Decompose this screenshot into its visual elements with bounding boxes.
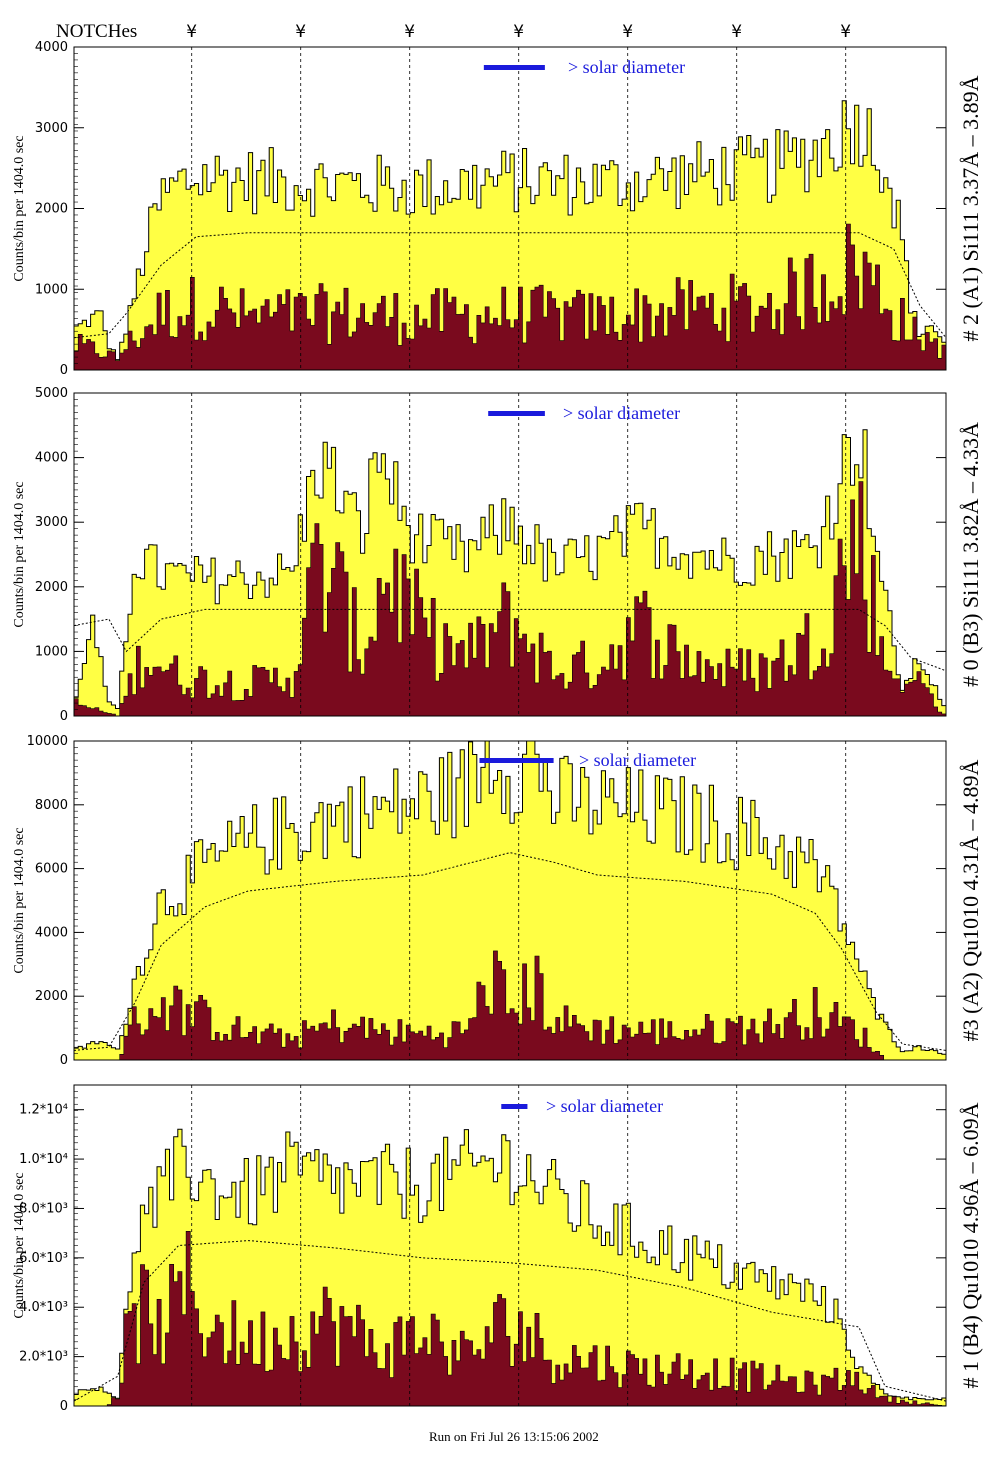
panel-side-label: #3 (A2) Qu1010 4.31Å – 4.89Å: [958, 760, 983, 1042]
solar-diameter-label: > solar diameter: [568, 57, 685, 77]
background-histogram: [74, 1231, 947, 1407]
notches-label: NOTCHes: [56, 21, 137, 42]
panel-3: 0 2.0*10³ 4.0*10³ 6.0*10³ 8.0*10³ 1.0*10⁴ 1.2*…: [12, 1084, 983, 1414]
ytick-label: 3000: [35, 121, 68, 136]
ytick-label: 6000: [35, 862, 68, 877]
panel-side-label: # 0 (B3) Si111 3.82Å – 4.33Å: [958, 422, 983, 687]
notch-yen-0: ¥: [186, 22, 197, 42]
ytick-label: 4000: [35, 451, 68, 466]
notch-markers: ¥ ¥ ¥ ¥ ¥ ¥ ¥: [186, 22, 851, 42]
model-curve: [73, 852, 947, 1051]
solar-diameter-bar: [483, 65, 545, 70]
ytick-label: 1000: [35, 644, 68, 659]
notch-yen-2: ¥: [404, 22, 415, 42]
solar-diameter-bar: [479, 758, 554, 763]
panel-1: 0 1000 2000 3000 4000 5000 Counts/bin per 1404…: [12, 386, 983, 724]
panel-0: 0 1000 2000 3000 4000 Counts/bin per 1404.0 s…: [12, 40, 983, 378]
total-histogram: [73, 740, 947, 1061]
ytick-label: 4000: [35, 40, 68, 55]
y-axis-label: Counts/bin per 1404.0 sec: [12, 135, 27, 281]
solar-diameter-bar: [488, 411, 545, 416]
ytick-label: 2000: [35, 202, 68, 217]
notch-yen-4: ¥: [622, 22, 633, 42]
ytick-label: 5000: [35, 386, 68, 401]
ytick-label: 1000: [35, 282, 68, 297]
panels: 0 1000 2000 3000 4000 Counts/bin per 1404.0 s…: [12, 40, 983, 1414]
ytick-label: 2000: [35, 989, 68, 1004]
ytick-label: 2.0*10³: [19, 1350, 68, 1365]
solar-diameter-label: > solar diameter: [563, 403, 680, 423]
background-histogram: [74, 950, 946, 1061]
ytick-label: 1.2*10⁴: [19, 1103, 68, 1118]
total-histogram: [73, 100, 947, 371]
notch-yen-1: ¥: [295, 22, 306, 42]
solar-diameter-label: > solar diameter: [546, 1096, 663, 1116]
notch-yen-5: ¥: [731, 22, 742, 42]
panel-side-label: # 1 (B4) Qu1010 4.96Å – 6.09Å: [958, 1102, 983, 1388]
ytick-label: 6.0*10³: [19, 1251, 68, 1266]
ytick-label: 8000: [35, 798, 68, 813]
notch-yen-3: ¥: [513, 22, 524, 42]
ytick-label: 2000: [35, 580, 68, 595]
run-footer: Run on Fri Jul 26 13:15:06 2002: [429, 1429, 599, 1444]
y-axis-label: Counts/bin per 1404.0 sec: [12, 1172, 27, 1318]
ytick-label: 3000: [35, 515, 68, 530]
background-histogram: [73, 481, 947, 717]
ytick-label: 10000: [27, 734, 68, 749]
ytick-label: 0: [60, 1053, 68, 1068]
model-curve: [73, 232, 947, 339]
solar-diameter-bar: [501, 1104, 528, 1109]
ytick-label-zero: 0: [60, 1399, 68, 1414]
background-histogram: [73, 223, 947, 371]
model-curve: [73, 608, 947, 672]
panel-2: 0 2000 4000 6000 8000 10000 Counts/bin per 140…: [12, 734, 983, 1068]
ytick-label: 8.0*10³: [19, 1201, 68, 1216]
ytick-label: 0: [60, 709, 68, 724]
ytick-label: 4000: [35, 925, 68, 940]
panel-side-label: # 2 (A1) Si111 3.37Å – 3.89Å: [958, 75, 983, 341]
solar-diameter-label: > solar diameter: [579, 750, 696, 770]
total-histogram: [73, 429, 947, 717]
ytick-label: 4.0*10³: [19, 1300, 68, 1315]
y-axis-label: Counts/bin per 1404.0 sec: [12, 827, 27, 973]
ytick-label: 0: [60, 363, 68, 378]
notch-yen-6: ¥: [840, 22, 851, 42]
ytick-label: 1.0*10⁴: [19, 1152, 68, 1167]
y-axis-label: Counts/bin per 1404.0 sec: [12, 481, 27, 627]
